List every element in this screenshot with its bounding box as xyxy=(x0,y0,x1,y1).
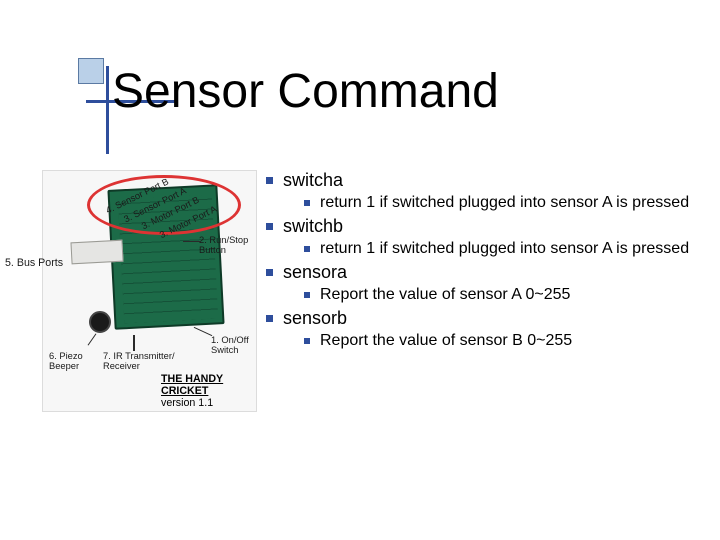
body-content: switcha return 1 if switched plugged int… xyxy=(260,168,690,352)
item-sensorb-sub-text: Report the value of sensor B 0~255 xyxy=(320,330,572,352)
annot-line-piezo xyxy=(88,333,97,345)
annot-line-ir xyxy=(133,335,135,351)
item-switchb-sub-text: return 1 if switched plugged into sensor… xyxy=(320,238,689,260)
item-sensora-label: sensora xyxy=(283,260,347,284)
item-switcha-sub: return 1 if switched plugged into sensor… xyxy=(260,192,690,214)
item-sensorb: sensorb xyxy=(260,306,690,330)
decor-line-vertical xyxy=(106,66,109,154)
item-sensorb-sub: Report the value of sensor B 0~255 xyxy=(260,330,690,352)
item-switchb: switchb xyxy=(260,214,690,238)
annot-piezo: 6. Piezo Beeper xyxy=(49,351,99,371)
bullet-icon xyxy=(266,223,273,230)
annot-run-stop: 2. Run/Stop Button xyxy=(199,235,255,255)
bullet-icon xyxy=(266,269,273,276)
figure-caption-line1: THE HANDY CRICKET xyxy=(161,373,256,397)
item-switcha: switcha xyxy=(260,168,690,192)
bullet-icon xyxy=(266,315,273,322)
annot-onoff: 1. On/Off Switch xyxy=(211,335,261,355)
item-switcha-label: switcha xyxy=(283,168,343,192)
figure-caption: THE HANDY CRICKET version 1.1 xyxy=(161,373,256,409)
annot-ir: 7. IR Transmitter/ Receiver xyxy=(103,351,189,371)
bullet-icon xyxy=(304,246,310,252)
bullet-icon xyxy=(266,177,273,184)
pcb-chip xyxy=(70,240,123,265)
annot-line-run xyxy=(183,241,201,242)
item-switchb-sub: return 1 if switched plugged into sensor… xyxy=(260,238,690,260)
figure-caption-line2: version 1.1 xyxy=(161,397,256,409)
cricket-board-figure: 5. Bus Ports 4. Sensor Port B 3. Sensor … xyxy=(42,170,257,412)
slide-title: Sensor Command xyxy=(112,64,499,119)
slide: { "title": { "text": "Sensor Command", "… xyxy=(0,0,720,540)
annot-line-onoff xyxy=(194,327,213,336)
item-switcha-sub-text: return 1 if switched plugged into sensor… xyxy=(320,192,689,214)
item-switchb-label: switchb xyxy=(283,214,343,238)
annot-bus-ports: 5. Bus Ports xyxy=(5,257,63,269)
piezo-beeper xyxy=(89,311,111,333)
item-sensora: sensora xyxy=(260,260,690,284)
bullet-icon xyxy=(304,338,310,344)
bullet-icon xyxy=(304,200,310,206)
item-sensora-sub: Report the value of sensor A 0~255 xyxy=(260,284,690,306)
item-sensorb-label: sensorb xyxy=(283,306,347,330)
decor-square xyxy=(78,58,104,84)
item-sensora-sub-text: Report the value of sensor A 0~255 xyxy=(320,284,570,306)
bullet-icon xyxy=(304,292,310,298)
